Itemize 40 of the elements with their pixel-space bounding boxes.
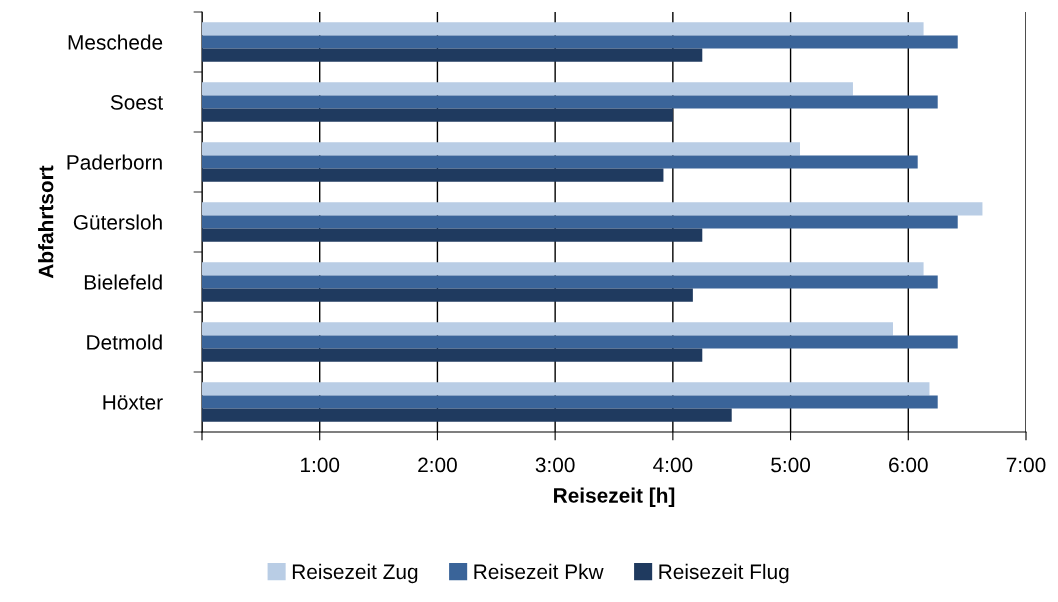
x-tick-label: 6:00 — [889, 457, 928, 473]
x-tick-label: 5:00 — [771, 457, 811, 473]
bar — [202, 262, 924, 276]
bar — [202, 348, 703, 362]
y-tick-label: Bielefeld — [84, 274, 162, 290]
bar — [202, 408, 732, 422]
bar — [202, 35, 958, 49]
y-tick-label: Paderborn — [67, 154, 162, 170]
y-axis-title: Abfahrtsort — [38, 165, 54, 279]
bar — [202, 142, 800, 156]
bar — [202, 82, 853, 96]
x-tick-label: 4:00 — [653, 457, 693, 473]
legend-label: Reisezeit Pkw — [474, 563, 604, 580]
bar — [202, 95, 938, 109]
bar — [202, 288, 693, 302]
y-tick-label: Gütersloh — [73, 214, 162, 230]
bar — [202, 22, 924, 36]
bar — [202, 202, 983, 216]
bar — [202, 215, 958, 229]
bar — [202, 168, 664, 182]
y-tick-label: Soest — [110, 95, 163, 110]
bar — [202, 228, 703, 242]
bar — [202, 382, 930, 396]
y-tick-label: Höxter — [103, 395, 163, 410]
x-axis-title: Reisezeit [h] — [554, 487, 675, 507]
bar — [202, 108, 673, 122]
bar — [202, 395, 938, 409]
x-tick-label: 7:00 — [1006, 457, 1046, 473]
bar — [202, 335, 958, 349]
y-tick-label: Detmold — [87, 334, 162, 350]
bar — [202, 275, 938, 289]
y-tick-label: Meschede — [68, 34, 163, 50]
bar — [202, 155, 918, 169]
x-tick-label: 1:00 — [301, 457, 340, 473]
x-tick-label: 2:00 — [418, 457, 457, 473]
x-tick-label: 3:00 — [535, 457, 575, 473]
bar — [202, 322, 893, 336]
legend-label: Reisezeit Flug — [659, 563, 789, 584]
legend-label: Reisezeit Zug — [292, 563, 418, 584]
bar — [202, 48, 703, 62]
